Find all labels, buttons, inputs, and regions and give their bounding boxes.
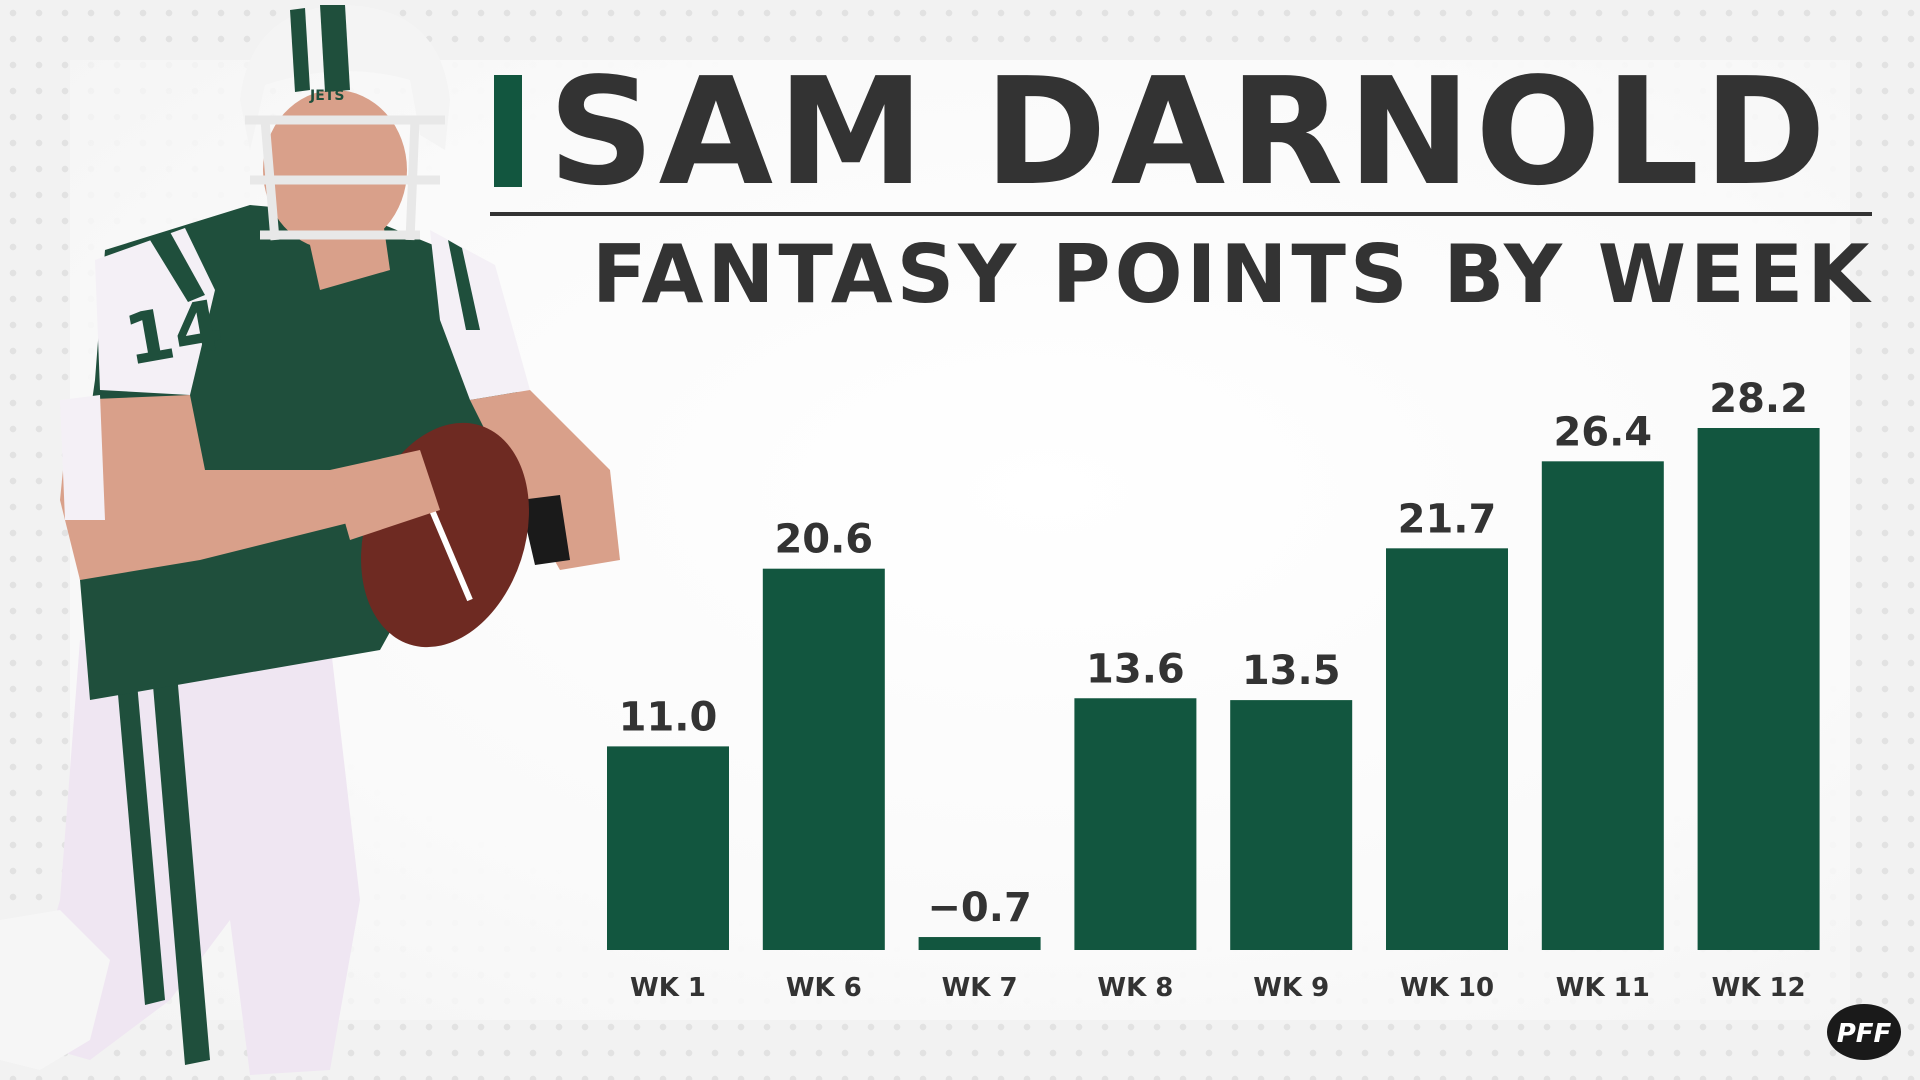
bar-wk-7 xyxy=(918,937,1041,950)
page-title: SAM DARNOLD xyxy=(548,46,1831,218)
x-tick-label: WK 6 xyxy=(786,973,862,1003)
x-tick-label: WK 9 xyxy=(1253,973,1329,1003)
bar-wk-9 xyxy=(1230,700,1353,950)
x-tick-label: WK 12 xyxy=(1712,973,1806,1003)
bar-wk-11 xyxy=(1541,461,1664,950)
bar-wk-6 xyxy=(762,568,885,950)
bar-value-label: 28.2 xyxy=(1709,376,1808,422)
x-tick-label: WK 10 xyxy=(1400,973,1494,1003)
x-tick-label: WK 1 xyxy=(630,973,706,1003)
bar-value-label: 13.6 xyxy=(1086,646,1185,692)
player-illustration: 14 JETS xyxy=(0,5,620,1075)
bar-wk-12 xyxy=(1697,428,1820,950)
pff-logo-text: PFF xyxy=(1837,1019,1892,1049)
pff-logo-icon: PFF xyxy=(1827,1004,1901,1060)
bar-value-label: 21.7 xyxy=(1398,496,1497,542)
chart-subtitle: FANTASY POINTS BY WEEK xyxy=(592,228,1874,321)
bar-value-label: 11.0 xyxy=(619,694,718,740)
helmet-text: JETS xyxy=(309,88,344,104)
title-divider xyxy=(490,212,1872,216)
bar-wk-8 xyxy=(1074,698,1197,950)
bar-value-label: 26.4 xyxy=(1553,409,1652,455)
bar-value-label: −0.7 xyxy=(927,885,1031,931)
x-tick-label: WK 11 xyxy=(1556,973,1650,1003)
bar-value-label: 13.5 xyxy=(1242,648,1341,694)
x-tick-label: WK 7 xyxy=(942,973,1018,1003)
bar-value-label: 20.6 xyxy=(774,517,873,563)
bar-wk-1 xyxy=(607,746,729,950)
x-tick-label: WK 8 xyxy=(1097,973,1173,1003)
jersey-number: 14 xyxy=(119,284,229,382)
title-accent-bar xyxy=(494,75,522,187)
bar-wk-10 xyxy=(1386,548,1508,950)
